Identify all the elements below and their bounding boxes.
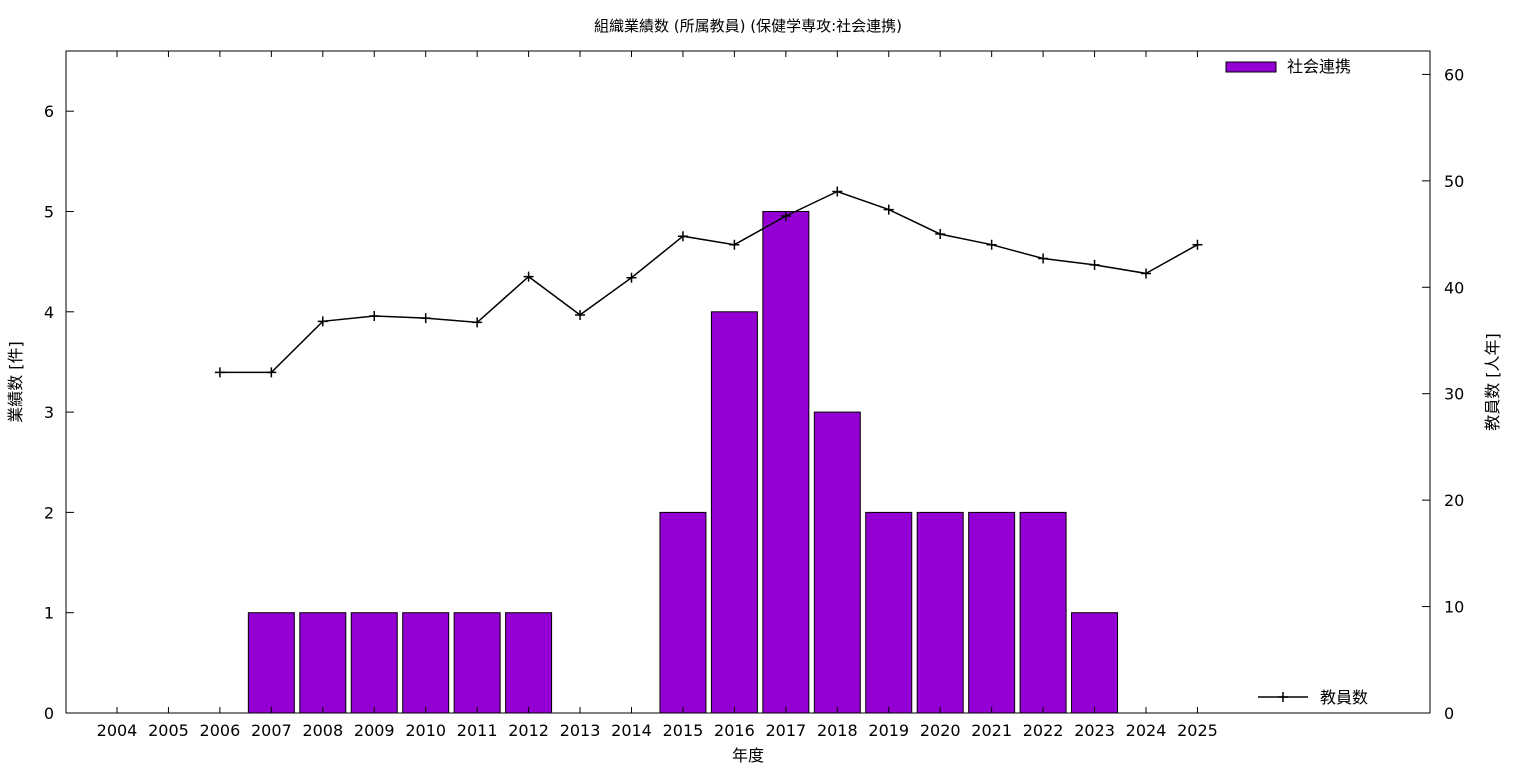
line-point-2025: [1192, 239, 1203, 250]
chart-title: 組織業績数 (所属教員) (保健学専攻:社会連携): [594, 17, 902, 35]
y-tick-label: 4: [44, 303, 54, 322]
line-point-2017: [780, 210, 791, 221]
x-tick-label: 2012: [508, 721, 549, 740]
y-tick-label: 5: [44, 202, 54, 221]
x-tick-label: 2006: [200, 721, 241, 740]
bar-2016: [710, 311, 758, 714]
x-tick-label: 2013: [560, 721, 601, 740]
bar-2012: [505, 612, 553, 714]
line-point-2024: [1141, 268, 1151, 279]
bar-2011: [453, 612, 501, 714]
line-point-2023: [1089, 259, 1100, 270]
x-tick-label: 2024: [1126, 721, 1167, 740]
x-tick-label: 2005: [148, 721, 189, 740]
line-point-2010: [420, 313, 431, 324]
y-tick-label: 1: [44, 604, 54, 623]
x-tick-label: 2023: [1074, 721, 1115, 740]
x-tick-label: 2022: [1023, 721, 1064, 740]
y2-tick-label: 10: [1444, 598, 1464, 617]
line-point-2008: [317, 316, 328, 327]
bar-2021: [968, 511, 1016, 714]
x-tick-label: 2014: [611, 721, 652, 740]
bar-2017: [762, 210, 810, 714]
line-point-2018: [832, 186, 843, 197]
line-series-group: [214, 186, 1203, 378]
line-point-2016: [729, 239, 740, 250]
ticks-group: 2004 2005 2006 2007 2008 2009 2010 2011 2012 2013…: [44, 51, 1464, 740]
line-point-2012: [523, 271, 534, 282]
line-point-2021: [986, 239, 997, 250]
x-tick-label: 2020: [920, 721, 961, 740]
y-tick-label: 0: [44, 704, 54, 723]
x-tick-label: 2019: [868, 721, 909, 740]
y2-tick-label: 60: [1444, 65, 1464, 84]
y-tick-label: 6: [44, 102, 54, 121]
bar-2019: [865, 511, 913, 714]
bar-2020: [916, 511, 964, 714]
x-tick-label: 2015: [663, 721, 704, 740]
legend-line-marker: [1278, 692, 1288, 702]
bar-2008: [299, 612, 347, 714]
x-tick-label: 2007: [251, 721, 292, 740]
bar-2022: [1019, 511, 1067, 714]
x-tick-label: 2017: [765, 721, 806, 740]
legend-line: 教員数: [1258, 688, 1368, 707]
line-point-2019: [883, 204, 894, 215]
bars-group: [247, 210, 1119, 714]
x-axis-label: 年度: [732, 746, 764, 765]
bar-2015: [659, 511, 707, 714]
x-tick-label: 2010: [405, 721, 446, 740]
line-point-2020: [935, 229, 946, 240]
bar-2009: [350, 612, 398, 714]
line-point-2011: [472, 317, 483, 328]
line-point-2022: [1038, 253, 1049, 264]
line-point-2014: [626, 272, 637, 283]
y-axis-label: 業績数 [件]: [6, 341, 25, 423]
bar-2007: [247, 612, 295, 714]
x-tick-label: 2011: [457, 721, 498, 740]
x-tick-label: 2004: [97, 721, 138, 740]
y-tick-label: 3: [44, 403, 54, 422]
x-tick-label: 2018: [817, 721, 858, 740]
legend-bar: 社会連携: [1225, 57, 1351, 76]
y2-tick-label: 40: [1444, 278, 1464, 297]
line-series-path: [219, 190, 1198, 374]
x-tick-label: 2021: [971, 721, 1012, 740]
y-tick-label: 2: [44, 503, 54, 522]
legend-line-label: 教員数: [1320, 688, 1368, 707]
line-point-2015: [677, 231, 688, 242]
y2-tick-label: 30: [1444, 385, 1464, 404]
line-point-2006: [214, 367, 225, 378]
x-tick-label: 2025: [1177, 721, 1218, 740]
bar-2010: [402, 612, 450, 714]
y2-axis-label: 教員数 [人年]: [1483, 333, 1502, 431]
x-tick-label: 2008: [302, 721, 343, 740]
line-point-2009: [369, 311, 380, 322]
y2-tick-label: 50: [1444, 172, 1464, 191]
y2-tick-label: 20: [1444, 491, 1464, 510]
legend-bar-label: 社会連携: [1287, 57, 1351, 76]
line-point-2013: [575, 309, 586, 320]
y2-tick-label: 0: [1444, 704, 1454, 723]
bar-2018: [813, 411, 861, 714]
legend-bar-swatch: [1225, 61, 1277, 73]
bar-2023: [1071, 612, 1119, 714]
x-tick-label: 2009: [354, 721, 395, 740]
x-tick-label: 2016: [714, 721, 755, 740]
line-point-2007: [266, 367, 277, 378]
